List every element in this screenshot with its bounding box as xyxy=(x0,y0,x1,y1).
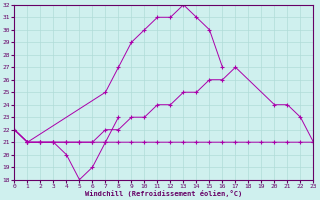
X-axis label: Windchill (Refroidissement éolien,°C): Windchill (Refroidissement éolien,°C) xyxy=(85,190,243,197)
